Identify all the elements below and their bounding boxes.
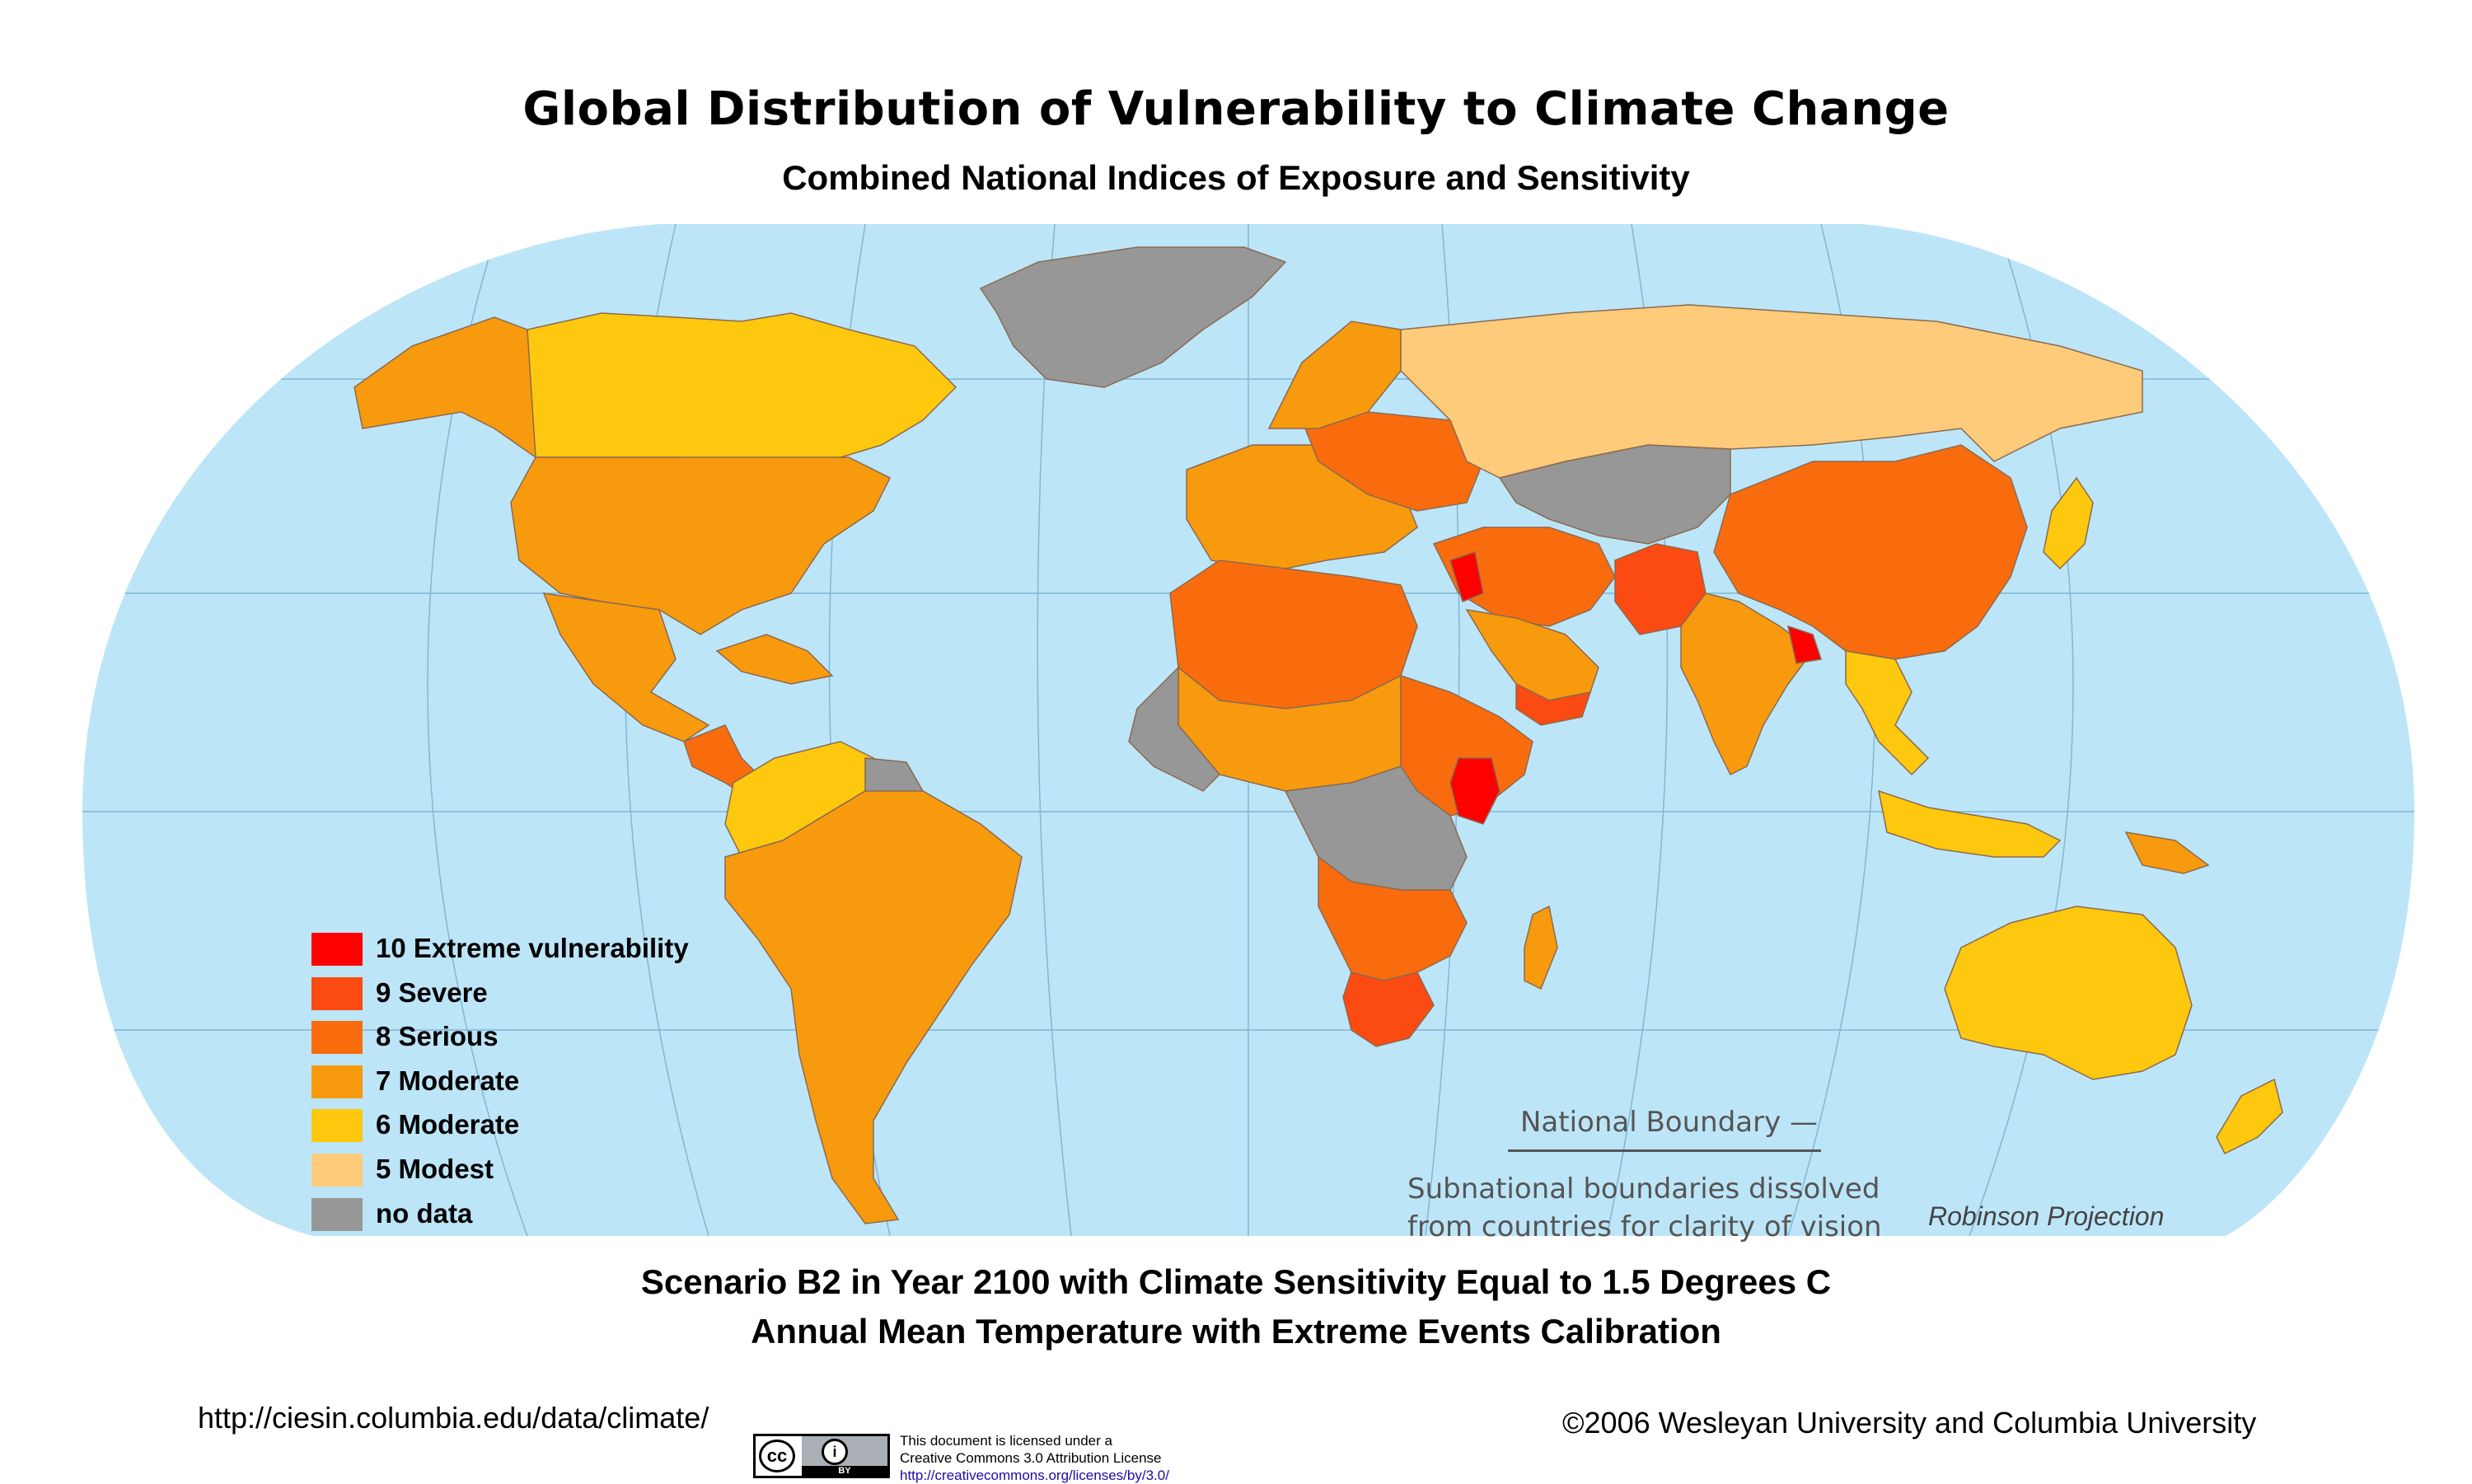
region-levant bbox=[1449, 551, 1484, 603]
region-usa bbox=[510, 456, 892, 635]
legend-swatch bbox=[311, 1153, 363, 1187]
region-new-zealand bbox=[2216, 1078, 2283, 1155]
legend-swatch bbox=[311, 1065, 363, 1098]
region-mexico bbox=[542, 592, 710, 742]
legend-swatch bbox=[311, 933, 363, 966]
legend-label: 5 Modest bbox=[376, 1153, 494, 1184]
region-indonesia bbox=[1878, 789, 2062, 858]
subnational-note-line-1: Subnational boundaries dissolved bbox=[1407, 1173, 1880, 1205]
national-boundary-line bbox=[1508, 1149, 1821, 1152]
cc-by-label: BY bbox=[802, 1466, 887, 1476]
region-central-asia bbox=[1498, 444, 1731, 545]
map-subtitle: Combined National Indices of Exposure an… bbox=[782, 158, 1690, 197]
region-madagascar bbox=[1524, 905, 1558, 990]
region-southeast-asia bbox=[1845, 650, 1930, 776]
legend-label: 8 Serious bbox=[376, 1021, 499, 1052]
subnational-note: Subnational boundaries dissolved from co… bbox=[1407, 1170, 1882, 1246]
license-text: This document is licensed under a Creati… bbox=[900, 1432, 1169, 1484]
region-papua bbox=[2124, 831, 2210, 874]
cc-icon: cc bbox=[759, 1440, 795, 1472]
legend-label: 10 Extreme vulnerability bbox=[376, 933, 689, 963]
license-link[interactable]: http://creativecommons.org/licenses/by/3… bbox=[900, 1468, 1169, 1483]
region-eastern-europe bbox=[1300, 411, 1484, 512]
region-west-africa bbox=[1128, 666, 1221, 792]
attribution-person-icon: i bbox=[822, 1439, 848, 1465]
legend-label: 9 Severe bbox=[376, 976, 488, 1008]
region-russia bbox=[1400, 304, 2143, 479]
map-title: Global Distribution of Vulnerability to … bbox=[522, 82, 1950, 136]
source-url[interactable]: http://ciesin.columbia.edu/data/climate/ bbox=[198, 1401, 709, 1435]
region-southern-africa bbox=[1318, 855, 1468, 981]
calibration-caption: Annual Mean Temperature with Extreme Eve… bbox=[751, 1312, 1721, 1351]
region-south-africa bbox=[1342, 971, 1435, 1047]
legend-swatch bbox=[311, 1021, 363, 1055]
scenario-caption: Scenario B2 in Year 2100 with Climate Se… bbox=[640, 1262, 1832, 1301]
region-central-africa bbox=[1284, 765, 1468, 891]
region-japan bbox=[2043, 476, 2094, 570]
countries bbox=[353, 246, 2283, 1224]
region-greenland bbox=[979, 246, 1287, 388]
region-south-america bbox=[724, 790, 1023, 1224]
copyright-notice: ©2006 Wesleyan University and Columbia U… bbox=[1562, 1406, 2257, 1440]
projection-label: Robinson Projection bbox=[1928, 1201, 2165, 1231]
legend-swatch bbox=[311, 1197, 363, 1231]
license-line-2: Creative Commons 3.0 Attribution License bbox=[900, 1450, 1162, 1466]
region-china bbox=[1713, 444, 2028, 660]
region-alaska bbox=[353, 316, 536, 459]
region-middle-east bbox=[1432, 527, 1616, 627]
legend-label: 6 Moderate bbox=[376, 1109, 520, 1140]
region-bangladesh bbox=[1786, 625, 1822, 664]
legend-swatch bbox=[311, 976, 363, 1010]
subnational-note-line-2: from countries for clarity of vision bbox=[1407, 1210, 1882, 1243]
national-boundary-label: National Boundary — bbox=[1520, 1106, 1819, 1139]
legend-label: 7 Moderate bbox=[376, 1065, 520, 1096]
region-india bbox=[1680, 592, 1814, 776]
legend-label: no data bbox=[376, 1197, 473, 1229]
creative-commons-badge[interactable]: cc i BY bbox=[753, 1434, 890, 1478]
region-kenya bbox=[1449, 757, 1501, 825]
region-yemen bbox=[1515, 682, 1592, 726]
region-caribbean bbox=[715, 634, 834, 685]
legend-swatch bbox=[311, 1109, 363, 1143]
license-line-1: This document is licensed under a bbox=[900, 1433, 1112, 1449]
region-australia bbox=[1944, 906, 2193, 1080]
